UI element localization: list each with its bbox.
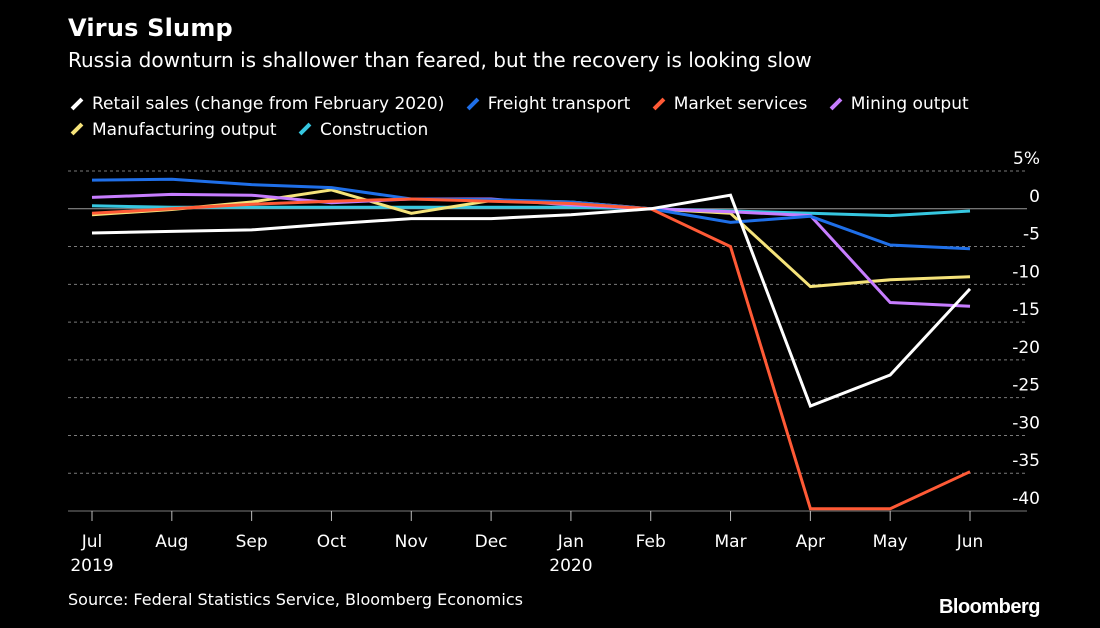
legend-label-construction: Construction (319, 119, 429, 140)
legend-label-market-services: Market services (673, 94, 808, 114)
x-tick-label: Jan (557, 532, 584, 552)
y-tick-label: -30 (1012, 413, 1040, 433)
legend-item-construction: Construction (296, 118, 428, 144)
legend-item-freight-transport: Freight transport (464, 92, 631, 118)
legend-item-market-services: Market services (650, 92, 808, 118)
y-tick-label: -20 (1012, 338, 1040, 358)
x-tick-label: Nov (395, 532, 428, 552)
legend-label-freight-transport: Freight transport (487, 94, 631, 114)
x-tick-label: Apr (796, 532, 825, 552)
x-tick-label: Sep (236, 532, 268, 552)
x-tick-label: Feb (636, 532, 666, 552)
x-tick-label: Dec (475, 532, 508, 552)
x-tick-label: Mar (715, 532, 747, 552)
legend-item-mining-output: Mining output (827, 92, 969, 118)
y-tick-label: -5 (1023, 225, 1040, 245)
x-tick-label: Jul (81, 532, 103, 552)
bloomberg-logo: Bloomberg (938, 596, 1041, 618)
series-line-retail-sales-change-from-february-2020 (91, 193, 972, 408)
x-tick-label: Aug (155, 532, 188, 552)
x-tick-label: 2020 (549, 556, 592, 576)
y-tick-label: -15 (1012, 300, 1040, 320)
legend-label-retail-sales: Retail sales (change from February 2020) (92, 94, 445, 114)
y-tick-label: 5% (1013, 149, 1040, 169)
x-tick-label: Oct (317, 532, 347, 552)
legend-item-retail-sales: Retail sales (change from February 2020) (68, 92, 444, 118)
y-tick-label: -10 (1012, 262, 1040, 282)
legend-item-manufacturing-output: Manufacturing output (68, 118, 277, 144)
series-line-construction (91, 204, 971, 218)
series-line-mining-output (91, 192, 971, 308)
x-tick-label: Jun (956, 532, 984, 552)
x-tick-label: May (873, 532, 908, 552)
legend-label-manufacturing-output: Manufacturing output (92, 119, 277, 140)
chart-title: Virus Slump (68, 14, 233, 42)
series-line-market-services (91, 197, 971, 511)
legend-label-mining-output: Mining output (850, 94, 969, 114)
x-tick-label: 2019 (70, 556, 113, 576)
chart-subtitle: Russia downturn is shallower than feared… (68, 48, 812, 72)
source-note: Source: Federal Statistics Service, Bloo… (68, 590, 523, 609)
y-tick-label: -35 (1012, 451, 1040, 471)
y-tick-label: 0 (1029, 187, 1040, 207)
y-tick-label: -25 (1012, 376, 1040, 396)
chart-legend: Retail sales (change from February 2020)… (68, 92, 1068, 143)
y-tick-label: -40 (1012, 489, 1040, 509)
